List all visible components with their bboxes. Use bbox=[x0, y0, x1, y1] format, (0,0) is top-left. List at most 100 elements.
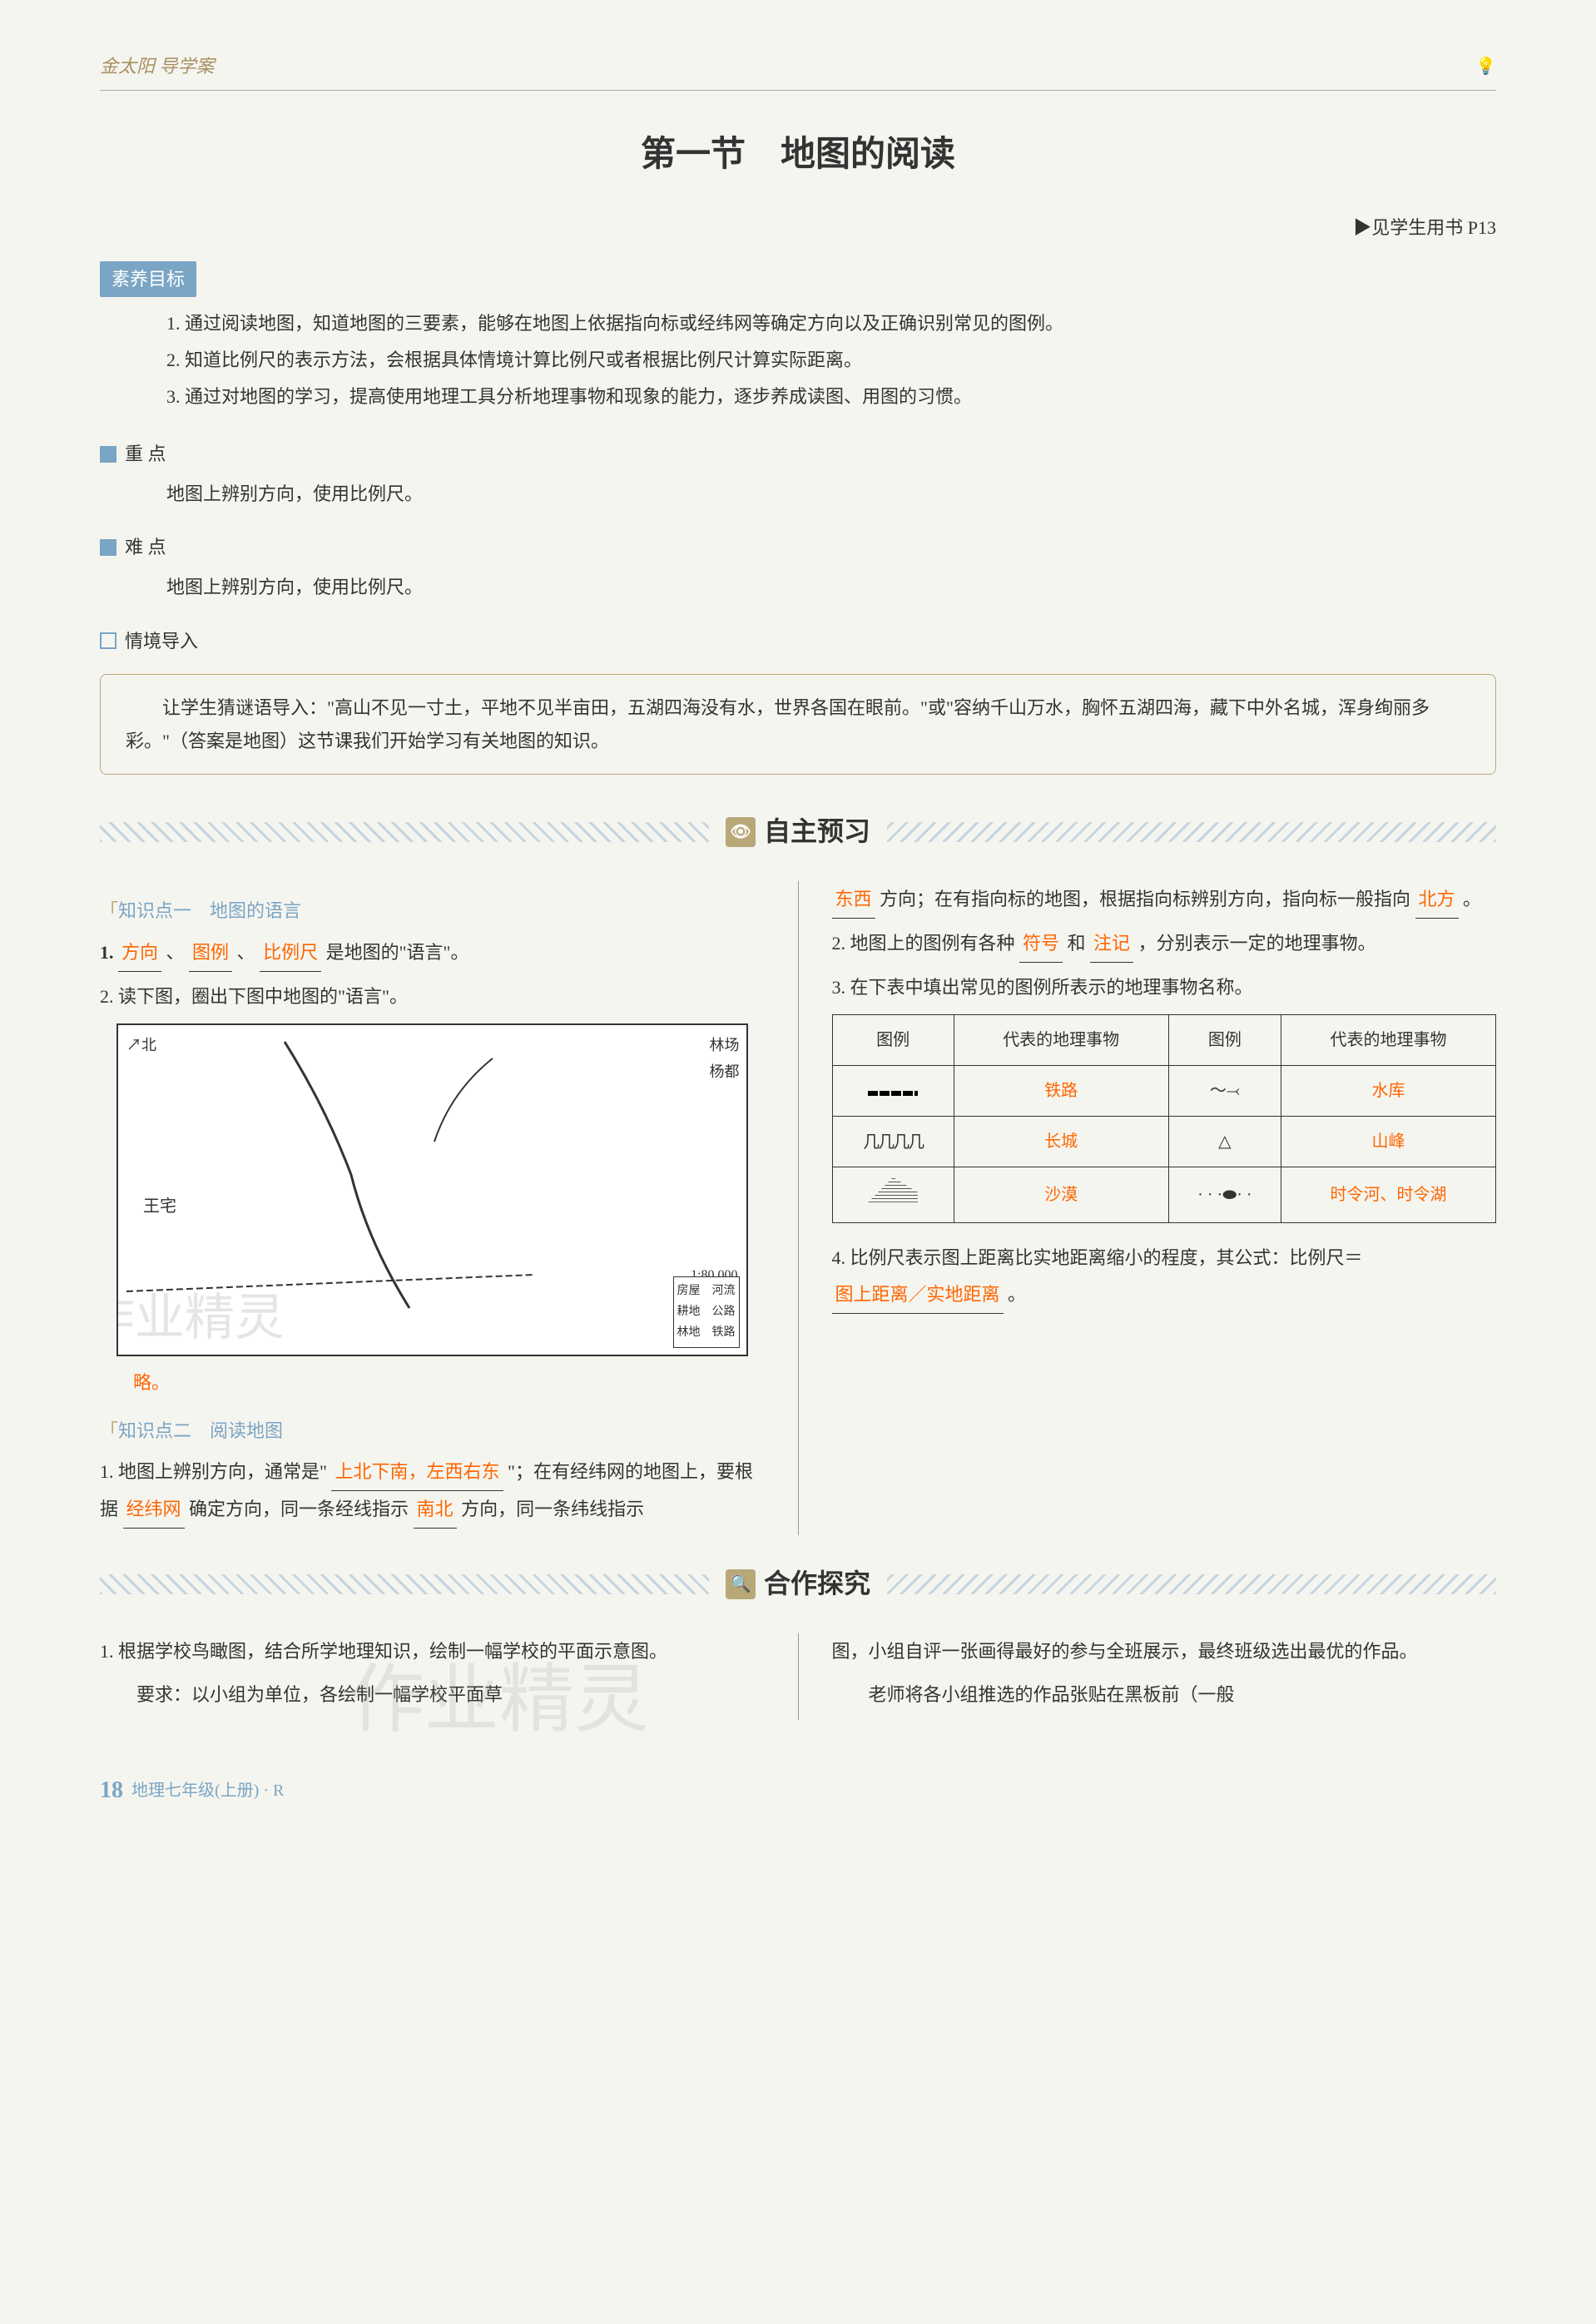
stripes-left-icon bbox=[100, 1574, 709, 1594]
context-box: 让学生猜谜语导入："高山不见一寸土，平地不见半亩田，五湖四海没有水，世界各国在眼… bbox=[100, 674, 1496, 775]
difficulty-text-label: 难 点 bbox=[125, 531, 166, 564]
square-icon bbox=[100, 539, 116, 556]
column-divider bbox=[798, 881, 799, 1535]
difficulty-label: 难 点 bbox=[100, 531, 1496, 564]
right-column: 东西 方向；在有指向标的地图，根据指向标辨别方向，指向标一般指向 北方 。 2.… bbox=[832, 881, 1497, 1535]
coop-left: 1. 根据学校鸟瞰图，结合所学地理知识，绘制一幅学校的平面示意图。 要求：以小组… bbox=[100, 1633, 765, 1720]
kp1-q2: 2. 读下图，圈出下图中地图的"语言"。 bbox=[100, 979, 765, 1015]
brief-answer: 略。 bbox=[100, 1365, 765, 1401]
page-reference: ▶见学生用书 P13 bbox=[100, 211, 1496, 245]
railroad-answer: 铁路 bbox=[954, 1065, 1168, 1116]
kp2-label: 知识点二 阅读地图 bbox=[100, 1415, 765, 1448]
stripes-right-icon bbox=[887, 822, 1496, 842]
banner-title: 👁 自主预习 bbox=[709, 808, 887, 856]
banner-title-coop: 🔍 合作探究 bbox=[709, 1560, 887, 1608]
objectives-tag: 素养目标 bbox=[100, 261, 196, 298]
stripes-right-icon bbox=[887, 1574, 1496, 1594]
blank-direction: 方向 bbox=[118, 934, 161, 972]
page-footer: 18 地理七年级(上册) · R bbox=[100, 1770, 1496, 1811]
left-column: 知识点一 地图的语言 1. 方向 、 图例 、 比例尺 是地图的"语言"。 2.… bbox=[100, 881, 765, 1535]
th-icon2: 图例 bbox=[1168, 1014, 1281, 1065]
banner-text: 自主预习 bbox=[764, 808, 870, 856]
leg-row1: 房屋 河流 bbox=[677, 1281, 736, 1301]
coop-ra: 图，小组自评一张画得最好的参与全班展示，最终班级选出最优的作品。 bbox=[832, 1633, 1497, 1670]
kp2-q2: 2. 地图上的图例有各种 符号 和 注记 ，分别表示一定的地理事物。 bbox=[832, 925, 1497, 963]
main-title: 第一节 地图的阅读 bbox=[100, 124, 1496, 187]
table-row: 铁路 ～⤙ 水库 bbox=[832, 1065, 1496, 1116]
preview-banner: 👁 自主预习 bbox=[100, 808, 1496, 856]
th-meaning1: 代表的地理事物 bbox=[954, 1014, 1168, 1065]
keypoint-label: 重 点 bbox=[100, 438, 1496, 471]
mountain-icon: △ bbox=[1168, 1116, 1281, 1167]
coop-rb: 老师将各小组推选的作品张贴在黑板前（一般 bbox=[832, 1677, 1497, 1713]
q1-num: 1. bbox=[100, 942, 114, 963]
seasonal-answer: 时令河、时令湖 bbox=[1281, 1167, 1496, 1222]
objectives-list: 1. 通过阅读地图，知道地图的三要素，能够在地图上依据指向标或经纬网等确定方向以… bbox=[100, 307, 1496, 413]
th-meaning2: 代表的地理事物 bbox=[1281, 1014, 1496, 1065]
header-bar: 金太阳 导学案 💡 bbox=[100, 50, 1496, 91]
column-divider bbox=[798, 1633, 799, 1720]
page-ref-text: ▶见学生用书 P13 bbox=[1353, 217, 1496, 238]
map-figure: ↗北 林场 杨都 王宅 1:80 000 房屋 河流 耕地 公路 林地 铁路 作… bbox=[116, 1023, 748, 1356]
seasonal-icon: · · ·⬬· · bbox=[1168, 1167, 1281, 1222]
blank-symbol: 符号 bbox=[1019, 925, 1063, 963]
greatwall-answer: 长城 bbox=[954, 1116, 1168, 1167]
map-legend: 房屋 河流 耕地 公路 林地 铁路 bbox=[673, 1276, 740, 1348]
desert-answer: 沙漠 bbox=[954, 1167, 1168, 1222]
square-outline-icon bbox=[100, 632, 116, 649]
blank-ew: 东西 bbox=[832, 881, 875, 919]
railroad-icon bbox=[832, 1065, 954, 1116]
blank-north: 北方 bbox=[1415, 881, 1459, 919]
th-icon1: 图例 bbox=[832, 1014, 954, 1065]
blank-legend: 图例 bbox=[189, 934, 232, 972]
map-rivers-icon bbox=[118, 1025, 746, 1355]
leg-row3: 林地 铁路 bbox=[677, 1322, 736, 1343]
magnifier-icon: 🔍 bbox=[726, 1569, 756, 1599]
keypoint-content: 地图上辨别方向，使用比例尺。 bbox=[100, 478, 1496, 511]
banner-text-coop: 合作探究 bbox=[764, 1560, 870, 1608]
legend-table: 图例 代表的地理事物 图例 代表的地理事物 铁路 ～⤙ 水库 几几几几 长城 △… bbox=[832, 1014, 1497, 1223]
blank-formula: 图上距离／实地距离 bbox=[832, 1276, 1004, 1314]
kp2-q3: 3. 在下表中填出常见的图例所表示的地理事物名称。 bbox=[832, 969, 1497, 1006]
context-label-text: 情境导入 bbox=[125, 625, 198, 658]
table-row: 沙漠 · · ·⬬· · 时令河、时令湖 bbox=[832, 1167, 1496, 1222]
blank-ns: 南北 bbox=[414, 1491, 457, 1529]
objective-2: 2. 知道比例尺的表示方法，会根据具体情境计算比例尺或者根据比例尺计算实际距离。 bbox=[166, 344, 1496, 377]
blank-scale: 比例尺 bbox=[260, 934, 321, 972]
kp2-q1: 1. 地图上辨别方向，通常是" 上北下南，左西右东 "；在有经纬网的地图上，要根… bbox=[100, 1454, 765, 1529]
blank-graticule: 经纬网 bbox=[123, 1491, 185, 1529]
kp2-q1-cont: 东西 方向；在有指向标的地图，根据指向标辨别方向，指向标一般指向 北方 。 bbox=[832, 881, 1497, 919]
kp2-q4: 4. 比例尺表示图上距离比实地距离缩小的程度，其公式：比例尺＝ 图上距离／实地距… bbox=[832, 1240, 1497, 1314]
table-row: 几几几几 长城 △ 山峰 bbox=[832, 1116, 1496, 1167]
square-icon bbox=[100, 446, 116, 463]
table-header-row: 图例 代表的地理事物 图例 代表的地理事物 bbox=[832, 1014, 1496, 1065]
blank-orient: 上北下南，左西右东 bbox=[331, 1454, 503, 1491]
coop-columns: 1. 根据学校鸟瞰图，结合所学地理知识，绘制一幅学校的平面示意图。 要求：以小组… bbox=[100, 1633, 1496, 1720]
stripes-left-icon bbox=[100, 822, 709, 842]
context-heading: 情境导入 bbox=[100, 625, 1496, 658]
keypoint-text-label: 重 点 bbox=[125, 438, 166, 471]
blank-annotation: 注记 bbox=[1090, 925, 1133, 963]
context-text: 让学生猜谜语导入："高山不见一寸土，平地不见半亩田，五湖四海没有水，世界各国在眼… bbox=[126, 691, 1470, 757]
objective-1: 1. 通过阅读地图，知道地图的三要素，能够在地图上依据指向标或经纬网等确定方向以… bbox=[166, 307, 1496, 340]
objective-3: 3. 通过对地图的学习，提高使用地理工具分析地理事物和现象的能力，逐步养成读图、… bbox=[166, 380, 1496, 414]
coop-right: 图，小组自评一张画得最好的参与全班展示，最终班级选出最优的作品。 老师将各小组推… bbox=[832, 1633, 1497, 1720]
reservoir-answer: 水库 bbox=[1281, 1065, 1496, 1116]
reservoir-icon: ～⤙ bbox=[1168, 1065, 1281, 1116]
difficulty-content: 地图上辨别方向，使用比例尺。 bbox=[100, 571, 1496, 604]
coop-q1a: 1. 根据学校鸟瞰图，结合所学地理知识，绘制一幅学校的平面示意图。 bbox=[100, 1633, 765, 1670]
kp1-q1: 1. 方向 、 图例 、 比例尺 是地图的"语言"。 bbox=[100, 934, 765, 972]
footer-text: 地理七年级(上册) · R bbox=[131, 1776, 284, 1806]
greatwall-icon: 几几几几 bbox=[832, 1116, 954, 1167]
coop-banner: 🔍 合作探究 bbox=[100, 1560, 1496, 1608]
kp1-label: 知识点一 地图的语言 bbox=[100, 894, 765, 928]
leg-row2: 耕地 公路 bbox=[677, 1301, 736, 1322]
logo-text: 金太阳 导学案 bbox=[100, 50, 215, 83]
mountain-answer: 山峰 bbox=[1281, 1116, 1496, 1167]
preview-columns: 知识点一 地图的语言 1. 方向 、 图例 、 比例尺 是地图的"语言"。 2.… bbox=[100, 881, 1496, 1535]
coop-q1b: 要求：以小组为单位，各绘制一幅学校平面草 bbox=[100, 1677, 765, 1713]
bulb-icon: 💡 bbox=[1475, 52, 1496, 82]
page-number: 18 bbox=[100, 1770, 123, 1811]
desert-icon bbox=[832, 1167, 954, 1222]
eye-icon: 👁 bbox=[726, 817, 756, 847]
